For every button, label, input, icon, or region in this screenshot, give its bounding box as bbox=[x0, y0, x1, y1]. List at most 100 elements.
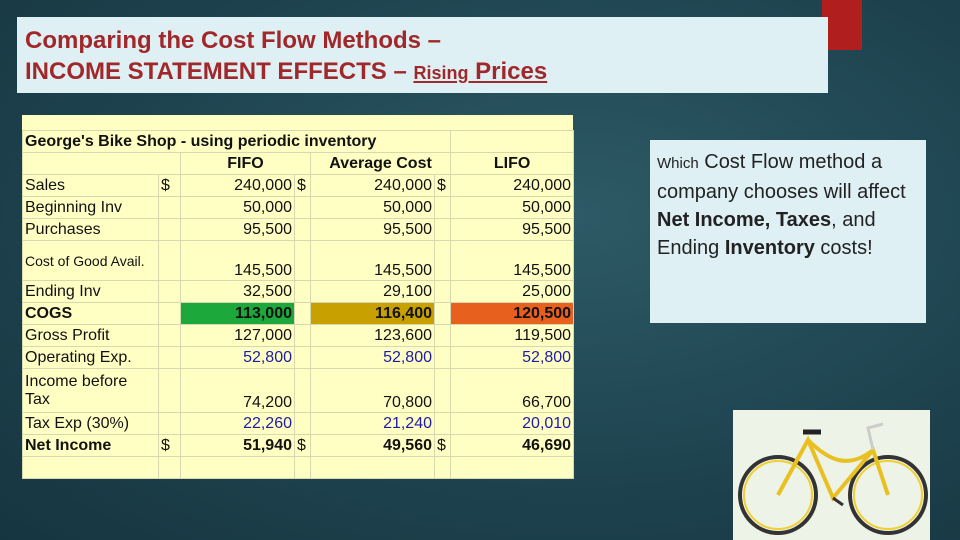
value-cell: 21,240 bbox=[310, 412, 435, 435]
table-cell bbox=[294, 196, 311, 219]
value-cell: 95,500 bbox=[450, 218, 575, 241]
table-cell bbox=[433, 280, 452, 303]
value-cell: 240,000 bbox=[310, 174, 435, 197]
table-cell bbox=[433, 218, 452, 241]
table-cell bbox=[158, 302, 181, 325]
table-cell bbox=[294, 324, 311, 347]
column-header: FIFO bbox=[180, 152, 311, 175]
table-cell bbox=[158, 324, 181, 347]
column-header: Average Cost bbox=[309, 152, 452, 175]
table-cell bbox=[294, 456, 311, 479]
value-cell: 52,800 bbox=[310, 346, 435, 369]
value-cell: 120,500 bbox=[450, 302, 575, 325]
table-cell bbox=[158, 368, 181, 413]
income-table: George's Bike Shop - using periodic inve… bbox=[21, 130, 575, 479]
value-cell: 22,260 bbox=[180, 412, 295, 435]
title-text: Rising bbox=[413, 63, 469, 83]
row-label: Operating Exp. bbox=[22, 346, 159, 369]
table-cell bbox=[433, 324, 452, 347]
value-cell: 95,500 bbox=[310, 218, 435, 241]
dollar-sign: $ bbox=[433, 434, 452, 457]
value-cell: 119,500 bbox=[450, 324, 575, 347]
table-row: Gross Profit 127,000 123,600 119,500 bbox=[22, 324, 575, 347]
row-label: Cost of Good Avail. bbox=[22, 240, 159, 281]
table-caption: George's Bike Shop - using periodic inve… bbox=[21, 130, 452, 153]
bike-drawing bbox=[738, 422, 928, 535]
table-cell bbox=[433, 302, 452, 325]
title-text: INCOME STATEMENT EFFECTS – bbox=[25, 58, 407, 85]
table-row: George's Bike Shop - using periodic inve… bbox=[21, 130, 575, 153]
table-row: Sales $240,000 $240,000 $240,000 bbox=[22, 174, 575, 197]
value-cell: 49,560 bbox=[310, 434, 435, 457]
value-cell: 29,100 bbox=[310, 280, 435, 303]
table-cell bbox=[158, 280, 181, 303]
row-label: COGS bbox=[22, 302, 159, 325]
note-text: , and Ending bbox=[657, 209, 876, 259]
value-cell: 50,000 bbox=[180, 196, 295, 219]
value-cell: 20,010 bbox=[450, 412, 575, 435]
table-cell bbox=[158, 218, 181, 241]
table-cell bbox=[433, 412, 452, 435]
accent-bar bbox=[822, 0, 862, 50]
dollar-sign: $ bbox=[158, 174, 181, 197]
note-text: Cost Flow method a company chooses will … bbox=[657, 151, 906, 203]
table-row: Tax Exp (30%) 22,260 21,240 20,010 bbox=[22, 412, 575, 435]
table-cell bbox=[294, 346, 311, 369]
row-label: Gross Profit bbox=[22, 324, 159, 347]
value-cell: 113,000 bbox=[180, 302, 295, 325]
table-cell bbox=[22, 152, 181, 175]
table-cell bbox=[22, 456, 159, 479]
note-text: Net Income, Taxes bbox=[657, 209, 832, 231]
table-row: Income before Tax 74,200 70,800 66,700 bbox=[22, 368, 575, 413]
title-box: Comparing the Cost Flow Methods – INCOME… bbox=[17, 17, 828, 93]
note-text: costs! bbox=[814, 237, 873, 259]
title-text: Prices bbox=[475, 58, 548, 85]
table-row: Beginning Inv 50,000 50,000 50,000 bbox=[22, 196, 575, 219]
note-box: Which Cost Flow method a company chooses… bbox=[650, 140, 926, 323]
row-label: Beginning Inv bbox=[22, 196, 159, 219]
table-cell bbox=[158, 456, 181, 479]
dollar-sign: $ bbox=[294, 174, 311, 197]
table-box: George's Bike Shop - using periodic inve… bbox=[21, 115, 575, 479]
table-cell bbox=[294, 218, 311, 241]
dollar-sign: $ bbox=[294, 434, 311, 457]
row-label: Tax Exp (30%) bbox=[22, 412, 159, 435]
table-row: COGS 113,000 116,400 120,500 bbox=[22, 302, 575, 325]
value-cell: 50,000 bbox=[450, 196, 575, 219]
table-cell bbox=[433, 368, 452, 413]
table-row: FIFO Average Cost LIFO bbox=[22, 152, 575, 175]
value-cell: 116,400 bbox=[310, 302, 435, 325]
table-cell bbox=[450, 130, 575, 153]
table-cell bbox=[180, 456, 295, 479]
value-cell: 32,500 bbox=[180, 280, 295, 303]
bike bbox=[738, 422, 928, 535]
table-row: Cost of Good Avail. 145,500 145,500 145,500 bbox=[22, 240, 575, 281]
row-label: Ending Inv bbox=[22, 280, 159, 303]
table-cell bbox=[433, 346, 452, 369]
table-row: Operating Exp. 52,800 52,800 52,800 bbox=[22, 346, 575, 369]
value-cell: 50,000 bbox=[310, 196, 435, 219]
table-cell bbox=[158, 196, 181, 219]
value-cell: 95,500 bbox=[180, 218, 295, 241]
column-header: LIFO bbox=[450, 152, 575, 175]
note-text: Which bbox=[657, 155, 699, 172]
value-cell: 240,000 bbox=[180, 174, 295, 197]
value-cell: 145,500 bbox=[310, 240, 435, 281]
table-cell bbox=[294, 240, 311, 281]
table-cell bbox=[294, 412, 311, 435]
table-row: Net Income $51,940 $49,560 $46,690 bbox=[22, 434, 575, 457]
value-cell: 145,500 bbox=[180, 240, 295, 281]
table-cell bbox=[294, 302, 311, 325]
table-cell bbox=[158, 240, 181, 281]
row-label: Income before Tax bbox=[22, 368, 159, 413]
table-row: Purchases 95,500 95,500 95,500 bbox=[22, 218, 575, 241]
note-text: Inventory bbox=[724, 237, 815, 259]
table-cell bbox=[294, 280, 311, 303]
value-cell: 52,800 bbox=[450, 346, 575, 369]
title-underlined: Rising Prices bbox=[413, 58, 547, 85]
value-cell: 51,940 bbox=[180, 434, 295, 457]
bike-picture bbox=[733, 410, 930, 540]
row-label: Purchases bbox=[22, 218, 159, 241]
table-row: Ending Inv 32,500 29,100 25,000 bbox=[22, 280, 575, 303]
